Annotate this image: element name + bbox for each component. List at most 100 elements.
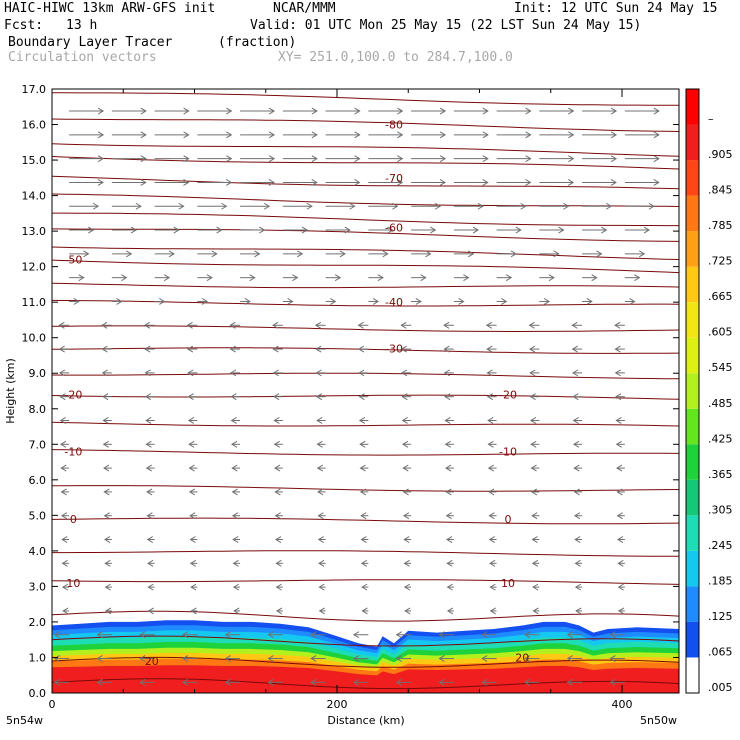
vector-15	[96, 655, 112, 662]
vector-234	[496, 298, 508, 305]
contour-line-20	[52, 193, 679, 207]
vector-240	[154, 274, 171, 282]
y-tick-label: 5.0	[29, 509, 47, 522]
y-tick-label: 4.0	[29, 545, 47, 558]
vector-20	[310, 655, 326, 662]
vector-262	[496, 250, 517, 258]
vector-141	[102, 440, 112, 448]
vector-76	[318, 559, 326, 567]
vector-90	[317, 536, 326, 543]
vector-164	[487, 417, 497, 424]
vector-170	[144, 393, 155, 401]
valid-time: Valid: 01 UTC Mon 25 May 15 (22 LST Sun …	[250, 18, 642, 33]
vector-123	[530, 488, 540, 496]
vector-99	[103, 512, 112, 520]
x-axis-label: Distance (km)	[327, 714, 404, 727]
vector-81	[531, 559, 540, 567]
contour-label-9: -10	[499, 445, 517, 458]
contour-line-2	[52, 635, 679, 647]
vector-173	[273, 393, 283, 401]
vector-236	[582, 298, 593, 305]
vector-19	[267, 655, 283, 662]
vector-86	[146, 536, 155, 543]
vector-291	[539, 202, 570, 210]
contour-label-4: -40	[385, 296, 403, 309]
vector-249	[539, 274, 555, 282]
vector-109	[531, 512, 540, 520]
vector-242	[240, 274, 256, 282]
vector-89	[275, 536, 283, 543]
vector-102	[231, 512, 241, 520]
x-tick-label: 0	[49, 698, 56, 711]
vector-263	[539, 250, 560, 258]
vector-267	[111, 226, 138, 234]
vector-224	[69, 298, 80, 305]
vector-238	[69, 274, 85, 282]
vector-301	[368, 179, 404, 186]
colorbar-swatch	[686, 160, 699, 196]
colorbar: .005 .065 .125 .185 .245 .305 .365 .425 .485 .545…	[685, 88, 733, 694]
vector-64	[403, 583, 412, 591]
vector-264	[582, 250, 603, 258]
vector-97	[617, 536, 625, 543]
colorbar-label: –	[708, 113, 714, 126]
vector-295	[111, 179, 147, 186]
vector-316	[411, 155, 447, 163]
vector-47	[275, 607, 283, 615]
vector-75	[275, 559, 283, 567]
vector-44	[147, 607, 155, 615]
vector-221	[528, 321, 540, 329]
contour-line-22	[52, 156, 679, 170]
vector-22	[395, 655, 412, 662]
vector-30	[139, 631, 155, 639]
contour-line-25	[52, 92, 679, 106]
vector-105	[360, 512, 369, 520]
contour-line-24	[52, 118, 679, 132]
vector-274	[411, 226, 437, 234]
vector-18	[224, 655, 241, 662]
vector-16	[139, 655, 155, 662]
vector-2	[139, 678, 155, 686]
vector-50	[404, 607, 412, 615]
vector-261	[453, 250, 475, 258]
vector-14	[53, 655, 70, 662]
model-title: HAIC-HIWC 13km ARW-GFS init	[4, 1, 216, 16]
tracer-fill	[52, 620, 679, 693]
vector-183	[101, 369, 112, 377]
vector-53	[532, 607, 540, 615]
colorbar-label: .845	[708, 184, 733, 197]
contour-line-6	[52, 517, 679, 525]
colorbar-label: .605	[708, 326, 733, 339]
vector-85	[104, 536, 112, 543]
vector-71	[104, 559, 112, 567]
vector-162	[401, 417, 412, 424]
vector-216	[314, 321, 326, 329]
contour-label-2: -60	[385, 222, 403, 235]
field-units: (fraction)	[218, 35, 297, 50]
vector-265	[624, 250, 646, 258]
vector-118	[317, 488, 326, 496]
vector-226	[154, 298, 166, 305]
vector-3	[181, 678, 198, 686]
vector-65	[446, 583, 454, 591]
vector-302	[411, 179, 446, 186]
vector-171	[187, 393, 198, 401]
vector-154	[59, 417, 70, 424]
contour-label-5: -30	[385, 342, 403, 355]
vector-196	[58, 345, 70, 353]
vector-313	[282, 155, 318, 163]
vector-169	[102, 393, 112, 401]
vector-87	[189, 536, 198, 543]
vector-209	[614, 345, 625, 353]
vector-96	[574, 536, 583, 543]
vector-39	[523, 631, 540, 639]
vector-151	[530, 440, 540, 448]
y-tick-label: 16.0	[22, 119, 47, 132]
vector-211	[101, 321, 112, 329]
vector-330	[411, 131, 447, 139]
vector-200	[229, 345, 241, 353]
vector-9	[438, 678, 454, 686]
colorbar-swatch	[686, 89, 699, 125]
vector-111	[616, 512, 625, 520]
colorbar-swatch	[686, 373, 699, 409]
